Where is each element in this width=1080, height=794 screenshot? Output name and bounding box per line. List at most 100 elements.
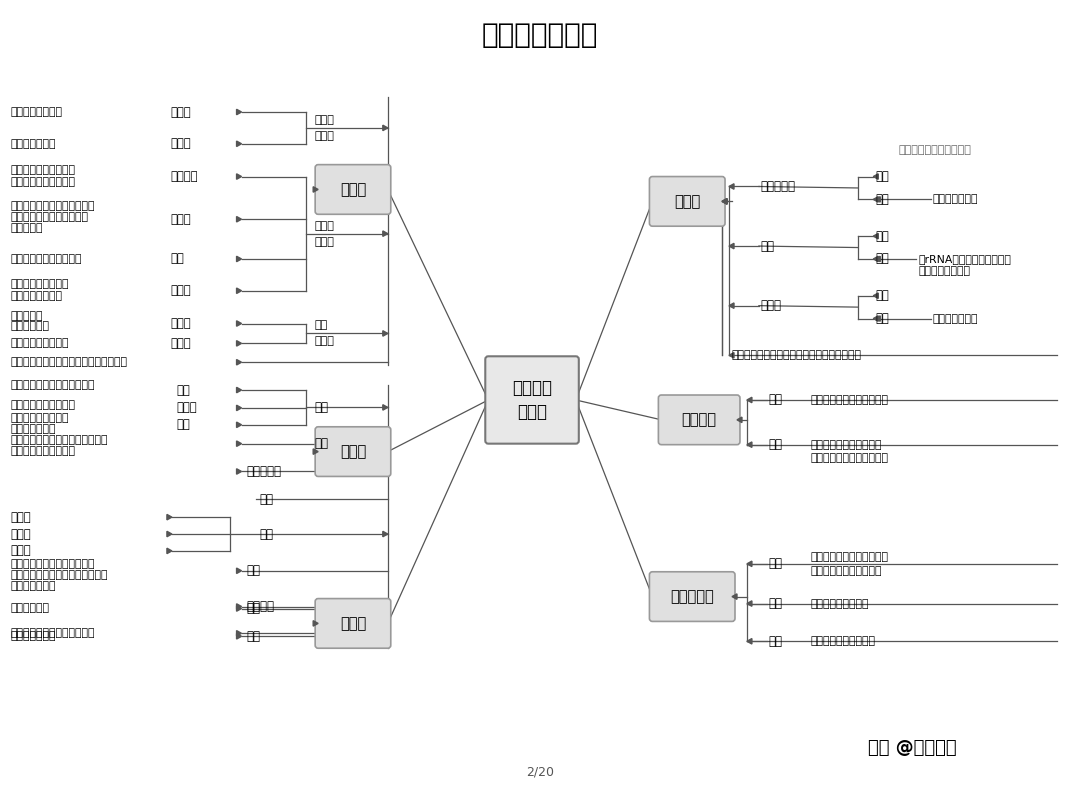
Polygon shape (237, 603, 242, 609)
Text: 功能: 功能 (875, 193, 889, 206)
Polygon shape (875, 197, 880, 202)
Text: 细胞的基
本结构: 细胞的基 本结构 (512, 380, 552, 421)
Text: 化学反应的场所: 化学反应的场所 (933, 195, 978, 204)
Polygon shape (874, 233, 878, 239)
Polygon shape (382, 405, 388, 410)
Text: 的运输通道: 的运输通道 (11, 223, 43, 233)
Polygon shape (875, 256, 880, 262)
Polygon shape (723, 198, 727, 204)
Text: 成糖蛋白或糖脂: 成糖蛋白或糖脂 (11, 424, 56, 434)
Text: 细胞核: 细胞核 (674, 194, 700, 209)
Polygon shape (729, 353, 734, 358)
Polygon shape (237, 141, 242, 147)
Text: 保护和支持作用: 保护和支持作用 (11, 631, 56, 642)
Text: 分泌、排泄和免疫等等: 分泌、排泄和免疫等等 (11, 445, 76, 456)
Polygon shape (237, 288, 242, 294)
Polygon shape (237, 422, 242, 427)
Polygon shape (874, 197, 878, 202)
Polygon shape (874, 293, 878, 299)
Text: 功能: 功能 (246, 565, 260, 577)
Text: 细胞器: 细胞器 (314, 131, 334, 141)
Text: 结构: 结构 (875, 229, 889, 243)
Polygon shape (237, 217, 242, 222)
Polygon shape (737, 417, 742, 422)
Polygon shape (747, 601, 752, 607)
Text: 糖类: 糖类 (177, 418, 191, 431)
Polygon shape (237, 174, 242, 179)
Text: 细胞器: 细胞器 (314, 337, 334, 346)
Text: 细胞的基本结构: 细胞的基本结构 (482, 21, 598, 48)
Text: 和糖类的合成有关，蛋白质: 和糖类的合成有关，蛋白质 (11, 212, 89, 222)
Polygon shape (237, 256, 242, 262)
Text: 生命活动的主要承担者: 生命活动的主要承担者 (11, 400, 76, 410)
Polygon shape (875, 316, 880, 322)
Text: 机构上: 机构上 (11, 527, 31, 541)
Text: 细胞器: 细胞器 (340, 182, 366, 197)
Polygon shape (237, 441, 242, 446)
Text: 氨基酸、核苷酸和多种酶: 氨基酸、核苷酸和多种酶 (811, 566, 882, 576)
Text: 染色质: 染色质 (760, 299, 782, 312)
Text: 界膜作用、物质运输、信息传递、: 界膜作用、物质运输、信息传递、 (11, 434, 108, 445)
Text: 成分上: 成分上 (11, 511, 31, 524)
Text: 脂质: 脂质 (177, 384, 191, 396)
Polygon shape (747, 638, 752, 644)
Text: 叶绿体: 叶绿体 (170, 137, 190, 150)
Text: 活细胞代谢的主要场所: 活细胞代谢的主要场所 (811, 636, 876, 646)
Text: 功能: 功能 (875, 312, 889, 325)
Polygon shape (237, 321, 242, 326)
Text: 功能上: 功能上 (11, 545, 31, 557)
Polygon shape (237, 630, 242, 636)
Polygon shape (382, 125, 388, 131)
Text: 遗传物质的载体: 遗传物质的载体 (933, 314, 978, 323)
Polygon shape (313, 449, 319, 454)
FancyBboxPatch shape (659, 395, 740, 445)
Text: 结构: 结构 (875, 289, 889, 303)
Polygon shape (167, 531, 172, 537)
FancyBboxPatch shape (649, 572, 735, 622)
FancyBboxPatch shape (315, 599, 391, 648)
Text: 进行加工、分类和包装: 进行加工、分类和包装 (11, 176, 76, 187)
Text: 有氧呼吸主要场所: 有氧呼吸主要场所 (11, 107, 63, 117)
Polygon shape (747, 442, 752, 447)
Text: 作用: 作用 (769, 634, 783, 648)
Text: 状态: 状态 (769, 597, 783, 610)
Text: 实验：用高倍显微镜观察叶绿体和线粒体: 实验：用高倍显微镜观察叶绿体和线粒体 (11, 357, 127, 368)
Polygon shape (237, 568, 242, 573)
Text: 功能: 功能 (314, 437, 328, 450)
Polygon shape (237, 405, 242, 410)
Text: 使细胞内区域化: 使细胞内区域化 (11, 580, 56, 591)
Text: 细胞质基质: 细胞质基质 (671, 589, 714, 604)
Text: 成分: 成分 (246, 602, 260, 615)
Polygon shape (167, 548, 172, 553)
Polygon shape (382, 531, 388, 537)
FancyBboxPatch shape (485, 357, 579, 444)
Polygon shape (313, 621, 319, 626)
Text: 蛋白质: 蛋白质 (177, 402, 198, 414)
Text: 蛋白质纤维组成的网状结构: 蛋白质纤维组成的网状结构 (811, 395, 889, 405)
Polygon shape (237, 110, 242, 115)
Polygon shape (382, 331, 388, 336)
FancyBboxPatch shape (315, 164, 391, 214)
Text: 细胞膜: 细胞膜 (340, 444, 366, 459)
Text: 无膜: 无膜 (314, 321, 327, 330)
Text: 维持渗透压，使细胞膨胀: 维持渗透压，使细胞膨胀 (11, 254, 82, 264)
Text: 对来自内质网的蛋白质: 对来自内质网的蛋白质 (11, 164, 76, 175)
Text: 增大膜面积，与蛋白质、脂质: 增大膜面积，与蛋白质、脂质 (11, 202, 95, 211)
Text: 概念: 概念 (259, 493, 273, 506)
Polygon shape (237, 606, 242, 611)
Polygon shape (747, 561, 752, 567)
Text: 功能: 功能 (875, 252, 889, 265)
Polygon shape (382, 231, 388, 237)
Text: 线粒体: 线粒体 (170, 106, 190, 118)
Text: 功能: 功能 (246, 630, 260, 643)
Text: 液泡: 液泡 (170, 252, 184, 265)
Text: 联系: 联系 (259, 527, 273, 541)
Text: 纤维素和果胶: 纤维素和果胶 (11, 603, 50, 614)
Text: 核仁: 核仁 (760, 240, 774, 252)
Text: 溶酶体: 溶酶体 (170, 284, 190, 297)
Text: 与细胞有丝分裂有关: 与细胞有丝分裂有关 (11, 338, 69, 349)
Text: 研究意义: 研究意义 (246, 600, 274, 613)
FancyBboxPatch shape (649, 176, 725, 226)
Text: 结构: 结构 (875, 170, 889, 183)
Text: 成分: 成分 (314, 401, 328, 414)
